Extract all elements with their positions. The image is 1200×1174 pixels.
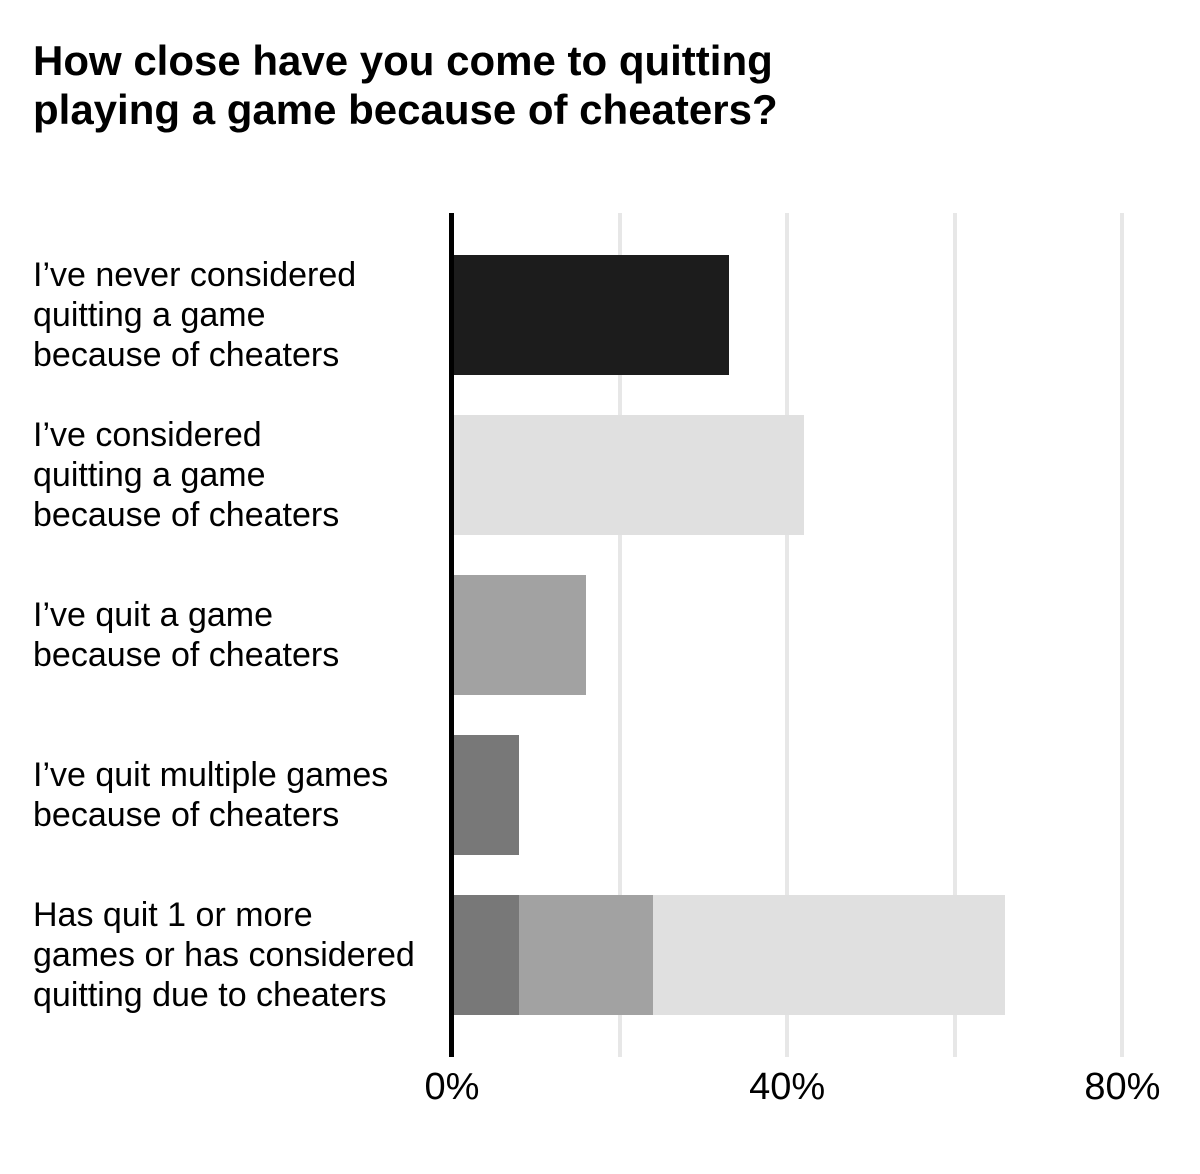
bar-considered-quitting — [452, 415, 804, 535]
category-label-considered-quitting: I’ve considered quitting a game because … — [33, 416, 340, 534]
bar-quit-or-considered-combined — [452, 895, 1006, 1015]
bar-quit-a-game — [452, 575, 587, 695]
gridline-80 — [1120, 213, 1125, 1057]
gridline-40 — [785, 213, 790, 1057]
bar-never-considered — [452, 255, 729, 375]
x-tick-40: 40% — [749, 1066, 826, 1108]
bar-quit-multiple-games — [452, 735, 520, 855]
bar-segment-quit-multiple-games-0 — [452, 735, 520, 855]
category-label-never-considered: I’ve never considered quitting a game be… — [33, 256, 357, 374]
bar-segment-never-considered-0 — [452, 255, 729, 375]
bar-segment-quit-or-considered-combined-0 — [452, 895, 520, 1015]
category-label-quit-multiple-games: I’ve quit multiple games because of chea… — [33, 756, 389, 834]
x-tick-0: 0% — [424, 1066, 480, 1108]
y-axis-line — [449, 213, 454, 1057]
bar-segment-quit-a-game-0 — [452, 575, 587, 695]
category-label-quit-a-game: I’ve quit a game because of cheaters — [33, 596, 340, 674]
gridline-20 — [617, 213, 622, 1057]
gridline-60 — [952, 213, 957, 1057]
chart-title: How close have you come to quitting play… — [33, 37, 778, 133]
bar-segment-quit-or-considered-combined-2 — [653, 895, 1006, 1015]
category-label-quit-or-considered-combined: Has quit 1 or more games or has consider… — [33, 896, 415, 1014]
bar-segment-quit-or-considered-combined-1 — [519, 895, 654, 1015]
x-tick-80: 80% — [1084, 1066, 1161, 1108]
bar-segment-considered-quitting-0 — [452, 415, 804, 535]
